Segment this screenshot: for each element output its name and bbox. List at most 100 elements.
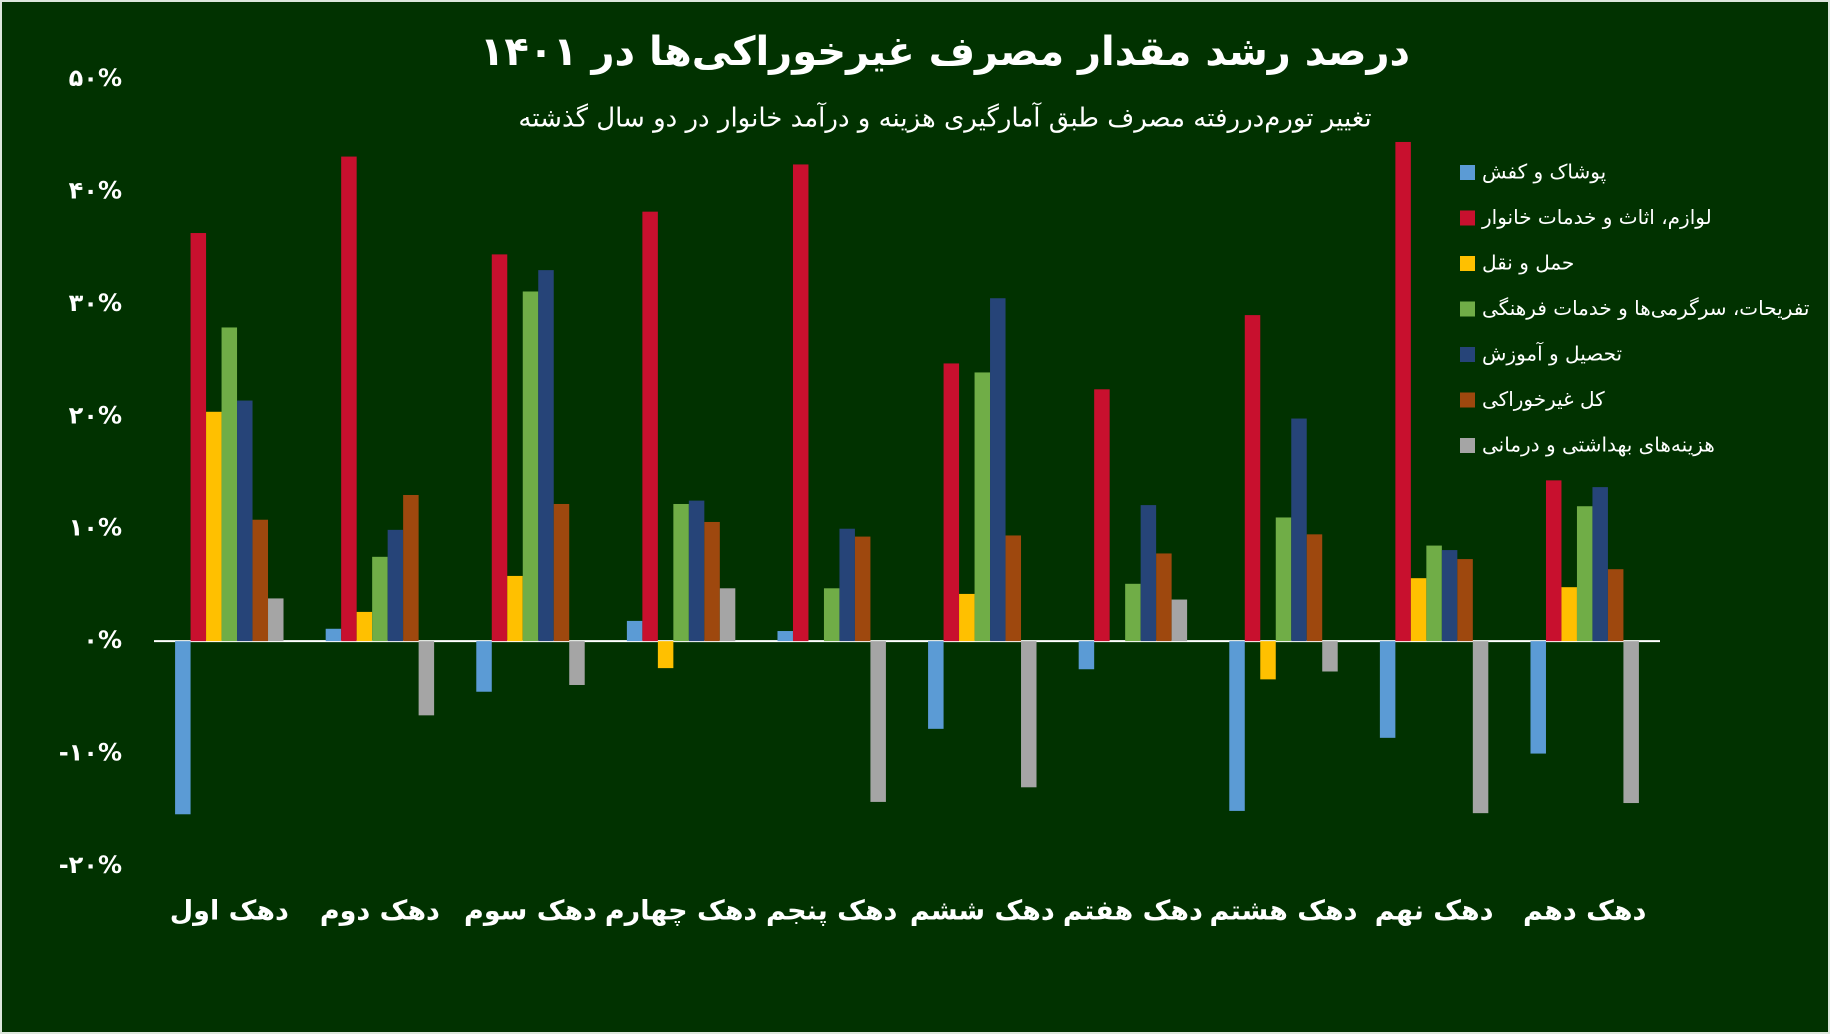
bar [1410,578,1427,642]
bar [1021,641,1037,788]
legend-label: تفریحات، سرگرمی‌ها و خدمات فرهنگی [1482,296,1809,320]
bar [1078,641,1095,670]
bar [1426,545,1442,642]
legend-swatch [1460,256,1475,271]
bar [1576,506,1593,642]
legend-swatch [1460,392,1475,408]
bar [268,598,284,642]
bar [839,528,855,642]
chart-subtitle: تغییر تورم‌دررفته مصرف طبق آمارگیری هزین… [518,102,1371,134]
bar [673,503,689,642]
bar [719,588,736,642]
y-tick-label: ۰% [83,626,122,654]
x-tick-label: دهک دوم [320,896,440,927]
bar [1005,535,1022,642]
x-tick-label: دهک دهم [1523,896,1646,927]
bar [1140,505,1157,642]
bar [1623,641,1639,804]
bar [1561,587,1577,642]
bar [325,628,342,642]
bar [1592,487,1608,642]
bar [522,291,539,642]
y-tick-label: ۲۰% [69,401,122,429]
bar [959,593,975,642]
bar [1322,641,1338,672]
bar [943,363,960,642]
bar [928,641,944,729]
bar [974,372,991,642]
legend-swatch [1460,438,1475,453]
y-tick-label: ۳۰% [69,289,122,317]
legend-label: حمل و نقل [1482,251,1574,275]
x-tick-label: دهک هشتم [1209,896,1357,927]
legend-label: لوازم، اثاث و خدمات خانوار [1481,205,1712,229]
bar [237,400,253,642]
bar [418,641,435,716]
bar [657,641,674,669]
bar [476,641,492,692]
x-tick-label: دهک هفتم [1063,896,1203,927]
bar [190,233,207,642]
legend-swatch [1460,347,1475,362]
bar [341,156,357,642]
bar [1156,553,1172,642]
legend-swatch [1460,301,1475,317]
bar [704,521,720,642]
bar [569,641,585,685]
bar [854,536,871,642]
bar [1457,559,1473,642]
y-tick-label: ۵۰% [69,64,122,92]
bar [387,529,404,642]
bar [1229,641,1245,811]
bar [175,641,191,815]
bar [1530,641,1546,754]
bar [870,641,886,802]
bar [823,588,840,642]
bar [642,211,658,642]
x-tick-label: دهک پنجم [766,896,897,927]
legend-label: تحصیل و آموزش [1482,341,1622,366]
bar [1472,641,1489,814]
bar [1441,550,1458,642]
bar [221,327,238,642]
bar [491,254,508,642]
bar [403,494,419,642]
legend-swatch [1460,210,1475,226]
x-tick-label: دهک اول [170,896,289,927]
bar [372,556,388,642]
x-tick-label: دهک سوم [464,896,597,927]
bar [626,620,643,642]
bar [990,298,1006,642]
x-tick-label: دهک چهارم [605,896,757,927]
x-tick-label: دهک نهم [1375,896,1494,927]
bar [1244,315,1261,642]
bar [1260,641,1276,680]
bar [553,503,570,642]
bar [1306,534,1323,642]
bar [356,611,373,642]
bar [1291,418,1307,642]
bar [252,519,269,642]
y-tick-label: -۲۰% [59,851,122,879]
bar [1275,517,1292,642]
bar [538,270,554,642]
bar [206,411,222,642]
legend-label: پوشاک و کفش [1482,160,1606,185]
bar [1379,641,1396,738]
legend-swatch [1460,165,1475,180]
bar [1607,569,1624,642]
y-tick-label: ۱۰% [69,514,122,542]
chart-title: درصد رشد مقدار مصرف غیرخوراکی‌ها در ۱۴۰۱ [480,29,1410,75]
bar [1545,480,1562,642]
bar [792,164,809,642]
bar [1125,583,1141,642]
bar [507,575,523,642]
bar [1171,599,1188,642]
legend-label: کل غیرخوراکی [1482,387,1605,411]
y-tick-label: -۱۰% [59,739,122,767]
bar [1395,141,1411,642]
bar [688,500,705,642]
x-tick-label: دهک ششم [910,896,1055,927]
